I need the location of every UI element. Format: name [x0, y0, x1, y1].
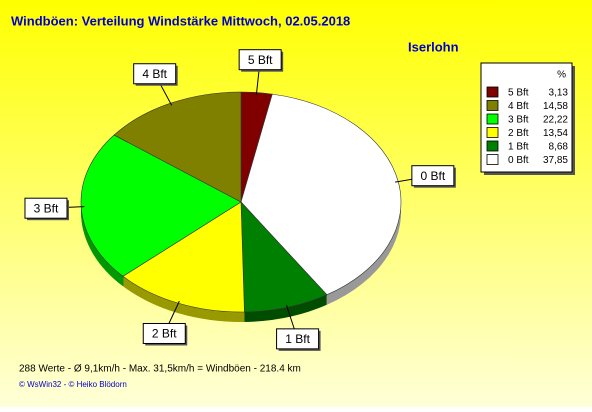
label-box: [24, 197, 68, 219]
legend-label: 1 Bft: [508, 142, 529, 153]
legend-swatch: [486, 154, 499, 165]
legend-label: 3 Bft: [508, 115, 529, 126]
legend-value: 14,58: [543, 101, 568, 112]
legend-swatch: [486, 100, 499, 111]
chart-title: Windböen: Verteilung Windstärke Mittwoch…: [11, 13, 350, 28]
slice-label: 5 Bft: [248, 53, 273, 67]
label-box: [133, 63, 177, 85]
slice-label: 3 Bft: [34, 201, 59, 215]
legend-swatch: [486, 140, 499, 152]
slice-label: 0 Bft: [421, 169, 446, 183]
chart-subtitle: Iserlohn: [408, 39, 459, 54]
slice-label: 1 Bft: [285, 332, 310, 346]
legend-value: 13,54: [543, 128, 568, 139]
legend-value: 22,22: [543, 115, 568, 126]
label-box: [238, 49, 282, 71]
label-box: [142, 322, 186, 344]
legend-value: 37,85: [543, 155, 568, 166]
pie: 5 Bft 0 Bft 1 Bft 2 Bft 3 Bft 4 Bft: [24, 49, 456, 351]
slice-label: 4 Bft: [142, 67, 167, 81]
slice-label: 2 Bft: [152, 327, 177, 341]
legend-value: 8,68: [549, 142, 569, 153]
legend-value: 3,13: [549, 88, 569, 99]
legend-label: 4 Bft: [508, 101, 529, 112]
legend-entries: 5 Bft 3,13 4 Bft 14,58 3 Bft 22,22 2 Bft 13,54 1…: [486, 86, 569, 166]
legend-label: 0 Bft: [508, 155, 529, 166]
legend-swatch: [486, 86, 499, 98]
footer-credits: © WsWin32 - © Heiko Blödorn: [19, 380, 127, 389]
legend-swatch: [486, 113, 499, 125]
legend-label: 2 Bft: [508, 128, 529, 139]
label-box: [411, 165, 455, 187]
legend-label: 5 Bft: [508, 88, 529, 99]
label-box: [276, 328, 320, 350]
legend-swatch: [486, 127, 499, 138]
legend-header: %: [557, 70, 566, 81]
footer-stats: 288 Werte - Ø 9,1km/h - Max. 31,5km/h = …: [19, 364, 301, 375]
